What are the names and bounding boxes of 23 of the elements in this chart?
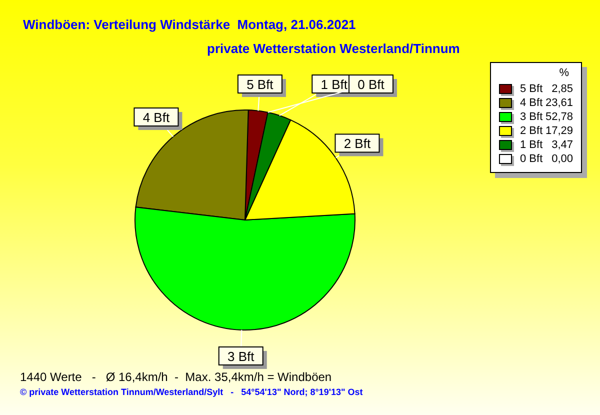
legend-label: 5 Bft bbox=[520, 83, 544, 95]
slice-label: 5 Bft bbox=[246, 77, 274, 92]
slice-label: 1 Bft bbox=[320, 77, 348, 92]
data-label: 2,85 bbox=[550, 83, 573, 95]
legend-label: 1 Bft bbox=[520, 139, 544, 151]
text: © private Wetterstation Tinnum/Westerland/Sylt - 54°54'13" Nord; 8°19'13" Ost bbox=[20, 387, 363, 397]
legend-label: 0 Bft bbox=[520, 153, 544, 165]
slice-label: 3 Bft bbox=[227, 348, 255, 364]
chart-title: Windböen: Verteilung Windstärke Montag, 21.06.2021 bbox=[23, 17, 356, 32]
slice-label: 2 Bft bbox=[344, 136, 371, 152]
legend-title: % bbox=[558, 67, 570, 79]
category-label: 0 Bft bbox=[358, 77, 384, 92]
data-label: 52,78 bbox=[545, 111, 573, 123]
legend-label: 3 Bft bbox=[520, 111, 544, 123]
legend-label: 4 Bft bbox=[520, 97, 544, 109]
data-label: 17,29 bbox=[545, 125, 573, 137]
text: 0,00 bbox=[552, 153, 573, 165]
slice-label: 4 Bft bbox=[142, 110, 170, 125]
legend-label: 2 Bft bbox=[520, 125, 544, 137]
data-label: 3,47 bbox=[550, 139, 573, 151]
text: 1440 Werte - Ø 16,4km/h - Max. 35,4km/h = Windböen bbox=[20, 370, 332, 384]
data-label: 23,61 bbox=[545, 97, 573, 109]
chart-subtitle: private Wetterstation Westerland/Tinnum bbox=[207, 41, 460, 56]
